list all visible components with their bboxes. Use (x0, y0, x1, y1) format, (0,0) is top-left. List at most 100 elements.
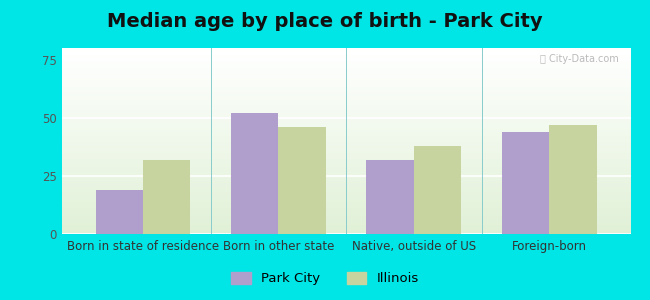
Bar (62, 162, 630, 163)
Bar (62, 114, 630, 115)
Bar (62, 80, 630, 82)
Bar (62, 142, 630, 143)
Bar (62, 151, 630, 152)
Bar (62, 206, 630, 207)
Bar (62, 192, 630, 193)
Bar (62, 203, 630, 204)
Bar (62, 128, 630, 129)
Bar (62, 208, 630, 209)
Bar (62, 49, 630, 50)
Bar (62, 110, 630, 111)
Bar (62, 52, 630, 53)
Bar (62, 148, 630, 150)
Bar (62, 140, 630, 141)
Bar (62, 145, 630, 146)
Bar (62, 85, 630, 86)
Bar (62, 137, 630, 139)
Bar (62, 134, 630, 135)
Bar (62, 78, 630, 79)
Bar (62, 56, 630, 57)
Bar (62, 150, 630, 151)
Bar (62, 101, 630, 103)
Bar (62, 182, 630, 183)
Bar (62, 218, 630, 219)
Bar (62, 158, 630, 160)
Bar (62, 228, 630, 229)
Bar (62, 230, 630, 232)
Bar (62, 193, 630, 194)
Bar (62, 229, 630, 230)
Bar (62, 99, 630, 100)
Bar (62, 202, 630, 203)
Bar (62, 136, 630, 137)
Bar (62, 156, 630, 157)
Bar (62, 61, 630, 63)
Bar (62, 176, 630, 177)
Bar (143, 160, 190, 234)
Bar (62, 130, 630, 131)
Bar (62, 83, 630, 84)
Bar (62, 197, 630, 198)
Bar (62, 143, 630, 145)
Bar (549, 125, 597, 234)
Bar (62, 214, 630, 215)
Bar (62, 105, 630, 106)
Bar (62, 212, 630, 213)
Bar (62, 190, 630, 192)
Bar (62, 186, 630, 187)
Bar (62, 76, 630, 78)
Bar (62, 73, 630, 74)
Bar (62, 84, 630, 85)
Bar (62, 111, 630, 112)
Bar (62, 79, 630, 80)
Bar (62, 67, 630, 68)
Bar (414, 146, 462, 234)
Bar (62, 157, 630, 158)
Bar (62, 75, 630, 76)
Bar (62, 117, 630, 119)
Bar (62, 166, 630, 167)
Bar (62, 63, 630, 64)
Bar (96, 190, 143, 234)
Bar (62, 175, 630, 176)
Bar (62, 153, 630, 154)
Bar (62, 106, 630, 107)
Bar (62, 224, 630, 225)
Bar (62, 98, 630, 99)
Text: Median age by place of birth - Park City: Median age by place of birth - Park City (107, 12, 543, 31)
Bar (62, 226, 630, 228)
Bar (62, 210, 630, 212)
Bar (62, 222, 630, 223)
Bar (62, 88, 630, 89)
Bar (62, 65, 630, 67)
Bar (62, 198, 630, 199)
Bar (367, 160, 414, 234)
Bar (62, 184, 630, 186)
Bar (62, 64, 630, 65)
Bar (62, 177, 630, 178)
Bar (62, 233, 630, 234)
Bar (62, 104, 630, 105)
Bar (62, 86, 630, 88)
Bar (62, 82, 630, 83)
Bar (62, 125, 630, 126)
Bar (62, 217, 630, 218)
Bar (62, 178, 630, 179)
Bar (62, 187, 630, 188)
Bar (62, 163, 630, 165)
Bar (62, 112, 630, 114)
Bar (62, 58, 630, 59)
Bar (62, 126, 630, 128)
Bar (62, 94, 630, 95)
Bar (62, 194, 630, 196)
Bar (62, 115, 630, 116)
Bar (62, 122, 630, 124)
Bar (62, 173, 630, 175)
Bar (62, 169, 630, 171)
Bar (62, 92, 630, 93)
Bar (62, 220, 630, 222)
Bar (231, 113, 278, 234)
Bar (62, 132, 630, 134)
Bar (62, 139, 630, 140)
Bar (62, 223, 630, 224)
